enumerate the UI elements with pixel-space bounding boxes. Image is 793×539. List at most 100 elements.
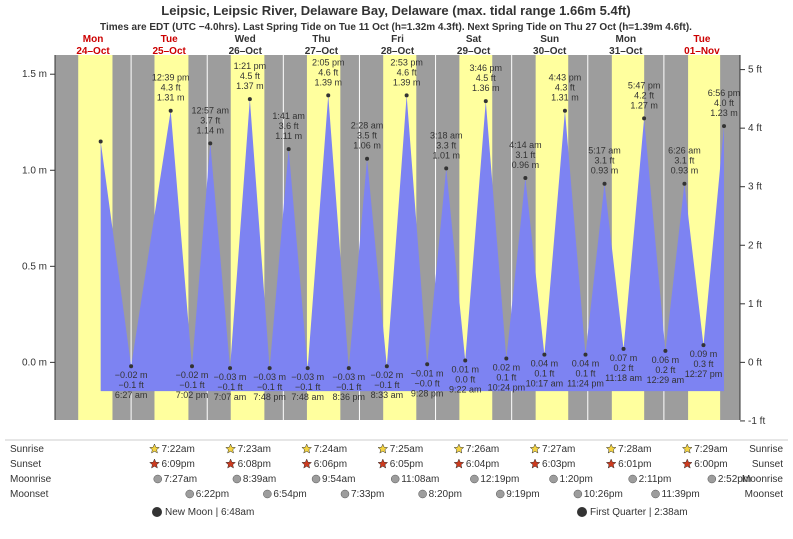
day-date: 24–Oct — [76, 46, 110, 57]
moonset-time: 11:39pm — [662, 489, 700, 500]
ytick-right-label: 4 ft — [748, 123, 762, 134]
tide-label: −0.1 ft — [295, 382, 321, 392]
moonset-time: 6:22pm — [196, 489, 229, 500]
sun-icon — [454, 444, 464, 453]
tide-point — [99, 139, 103, 143]
day-date: 31–Oct — [609, 46, 643, 57]
tide-label: 2:53 pm — [390, 57, 423, 67]
tide-label: 1.31 m — [157, 93, 185, 103]
tide-label: −0.1 ft — [374, 380, 400, 390]
tide-label: 3.1 ft — [595, 156, 616, 166]
tide-label: 4.2 ft — [634, 90, 655, 100]
tide-point — [563, 109, 567, 113]
tide-label: 12:39 pm — [152, 73, 190, 83]
tide-label: 0.1 ft — [575, 369, 596, 379]
tide-label: −0.1 ft — [179, 380, 205, 390]
tide-label: 3.1 ft — [515, 150, 536, 160]
moon-icon — [470, 475, 478, 483]
moon-phase-icon — [577, 507, 587, 517]
tide-label: 0.04 m — [572, 359, 600, 369]
day-date: 01–Nov — [684, 46, 720, 57]
sunrise-time: 7:22am — [161, 444, 194, 455]
tide-label: −0.03 m — [291, 372, 324, 382]
sunrise-time: 7:29am — [694, 444, 727, 455]
ytick-right-label: 1 ft — [748, 299, 762, 310]
day-name: Wed — [235, 34, 256, 45]
tide-label: 12:57 am — [192, 105, 230, 115]
sunset-time: 6:06pm — [314, 459, 347, 470]
tide-point — [385, 364, 389, 368]
day-date: 27–Oct — [305, 46, 339, 57]
moon-icon — [186, 490, 194, 498]
ytick-right-label: 3 ft — [748, 182, 762, 193]
tide-label: 1.36 m — [472, 83, 500, 93]
tide-point — [169, 109, 173, 113]
tide-label: 4.6 ft — [397, 67, 418, 77]
tide-label: 0.2 ft — [614, 363, 635, 373]
tide-point — [663, 349, 667, 353]
ytick-right-label: -1 ft — [748, 416, 765, 427]
day-name: Sun — [540, 34, 559, 45]
sun-icon — [150, 459, 160, 468]
tide-label: 3.3 ft — [436, 140, 457, 150]
tide-label: −0.0 ft — [415, 378, 441, 388]
sunrise-time: 7:24am — [314, 444, 347, 455]
tide-label: −0.02 m — [176, 370, 209, 380]
day-name: Thu — [312, 34, 330, 45]
chart-title: Leipsic, Leipsic River, Delaware Bay, De… — [161, 3, 630, 18]
tide-label: 0.1 ft — [534, 369, 555, 379]
event-row-label-right: Sunset — [752, 459, 783, 470]
tide-label: 0.2 ft — [655, 365, 676, 375]
moonrise-time: 12:19pm — [480, 474, 519, 485]
tide-point — [583, 353, 587, 357]
moon-icon — [652, 490, 660, 498]
tide-label: −0.1 ft — [336, 382, 362, 392]
tide-label: 0.3 ft — [693, 359, 714, 369]
tide-label: 1.39 m — [314, 77, 342, 87]
day-date: 28–Oct — [381, 46, 415, 57]
tide-label: 3:46 pm — [470, 63, 503, 73]
sun-icon — [302, 444, 312, 453]
day-name: Tue — [693, 34, 710, 45]
tide-label: 4.6 ft — [318, 67, 339, 77]
sunrise-time: 7:27am — [542, 444, 575, 455]
moonset-time: 8:20pm — [429, 489, 462, 500]
chart-subtitle: Times are EDT (UTC −4.0hrs). Last Spring… — [100, 22, 692, 33]
event-row-label-left: Sunrise — [10, 444, 44, 455]
day-date: 29–Oct — [457, 46, 491, 57]
tide-label: 0.1 ft — [496, 373, 517, 383]
sunrise-time: 7:26am — [466, 444, 499, 455]
tide-label: 12:29 am — [647, 375, 685, 385]
moon-icon — [263, 490, 271, 498]
event-row-label-left: Moonrise — [10, 474, 52, 485]
moonset-time: 9:19pm — [506, 489, 539, 500]
tide-point — [347, 366, 351, 370]
tide-label: 0.07 m — [610, 353, 638, 363]
tide-label: 4.5 ft — [476, 73, 497, 83]
sun-icon — [682, 444, 692, 453]
moonset-time: 7:33pm — [351, 489, 384, 500]
tide-label: 6:27 am — [115, 390, 148, 400]
ytick-right-label: 5 ft — [748, 65, 762, 76]
tide-label: 10:17 am — [526, 379, 564, 389]
tide-label: 0.96 m — [512, 160, 540, 170]
moon-icon — [550, 475, 558, 483]
sun-icon — [378, 444, 388, 453]
tide-point — [642, 116, 646, 120]
tide-label: 6:26 am — [668, 146, 701, 156]
tide-point — [228, 366, 232, 370]
tide-label: 5:17 am — [588, 146, 621, 156]
ytick-right-label: 0 ft — [748, 357, 762, 368]
tide-point — [405, 93, 409, 97]
day-name: Tue — [161, 34, 178, 45]
tide-label: −0.03 m — [332, 372, 365, 382]
sun-icon — [150, 444, 160, 453]
tide-label: 7:48 am — [291, 392, 324, 402]
tide-label: 8:33 am — [371, 390, 404, 400]
tide-label: 0.09 m — [690, 349, 718, 359]
tide-point — [622, 347, 626, 351]
tide-label: 3.1 ft — [674, 156, 695, 166]
moonrise-time: 7:27am — [164, 474, 197, 485]
day-date: 26–Oct — [229, 46, 263, 57]
tide-point — [306, 366, 310, 370]
